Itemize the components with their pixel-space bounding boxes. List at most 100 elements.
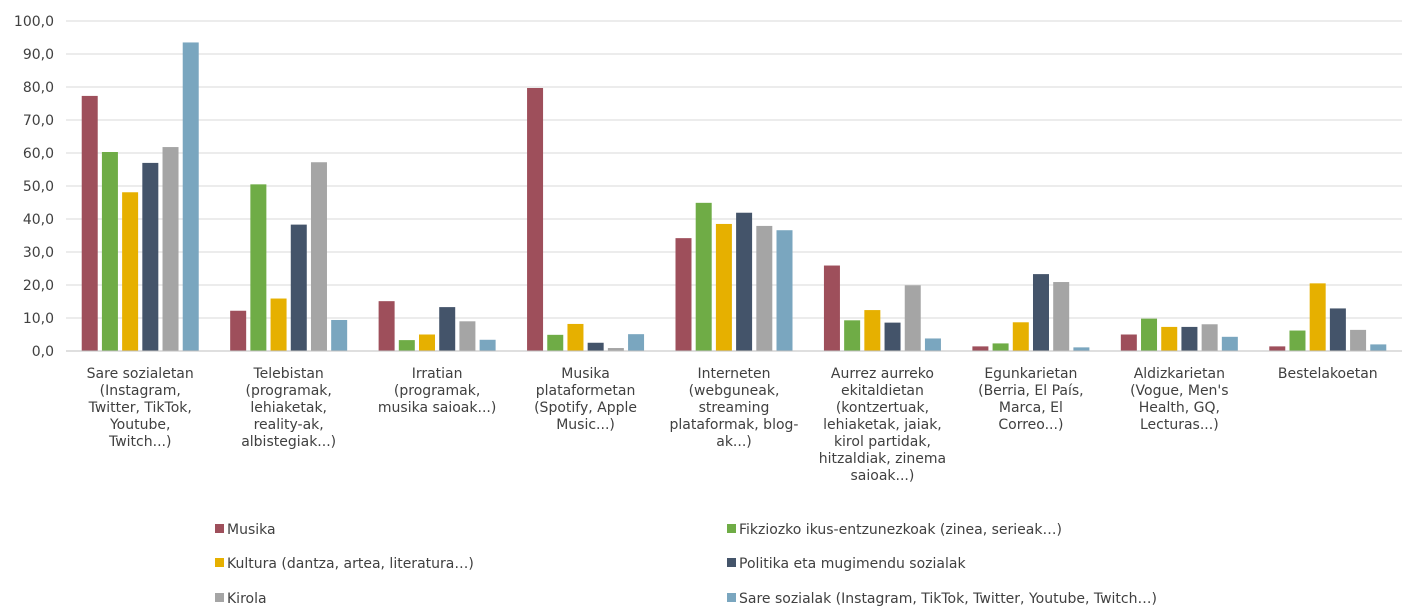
x-category-label-line: plataformetan: [536, 383, 636, 399]
legend-swatch: [727, 524, 736, 533]
bar-4-7: [1201, 324, 1218, 351]
bar-1-7: [1141, 318, 1158, 351]
x-category-label: Aurrez aurreko ekitaldietan (kontzertuak, l…: [819, 366, 946, 484]
x-category-label-line: ekitaldietan: [841, 383, 924, 399]
x-category-label-line: kirol partidak,: [834, 434, 931, 450]
bar-3-5: [884, 322, 901, 351]
x-category-label-line: (programak,: [245, 383, 331, 399]
x-category-label-line: hitzaldiak, zinema: [819, 451, 946, 467]
x-axis-category-labels: Sare sozialetan (Instagram, Twitter, TikTo…: [87, 366, 1378, 484]
legend-swatch: [215, 593, 224, 602]
y-tick-label: 30,0: [23, 245, 54, 261]
x-category-label-line: reality-ak,: [254, 417, 324, 433]
x-category-label-line: Bestelakoetan: [1278, 366, 1378, 382]
x-category-label: Irratian (programak, musika saioak...): [378, 366, 496, 416]
x-category-label-line: (kontzertuak,: [836, 400, 929, 416]
bar-3-7: [1181, 326, 1198, 351]
x-category-label-line: ak...): [716, 434, 752, 450]
bar-2-2: [419, 334, 436, 351]
x-category-label: Sare sozialetan (Instagram, Twitter, TikTo…: [87, 366, 194, 450]
x-category-label-line: (Berria, El País,: [978, 383, 1084, 399]
x-category-label-line: Egunkarietan: [984, 366, 1077, 382]
bar-1-5: [844, 320, 861, 351]
bar-2-3: [567, 323, 584, 351]
y-tick-label: 80,0: [23, 80, 54, 96]
bar-2-8: [1309, 283, 1326, 351]
x-category-label-line: Musika: [561, 366, 610, 382]
y-tick-label: 20,0: [23, 278, 54, 294]
bar-2-4: [715, 223, 732, 351]
x-category-label-line: plataformak, blog-: [670, 417, 799, 433]
legend-swatch: [215, 558, 224, 567]
x-category-label-line: Interneten: [697, 366, 770, 382]
bar-2-1: [270, 298, 287, 351]
bar-3-4: [736, 212, 753, 351]
x-category-label-line: Telebistan: [253, 366, 324, 382]
bar-1-8: [1289, 330, 1306, 351]
x-category-label-line: Twitter, TikTok,: [88, 400, 192, 416]
legend-label: Sare sozialak (Instagram, TikTok, Twitte…: [739, 591, 1157, 607]
bar-0-2: [378, 301, 395, 351]
bar-0-7: [1120, 334, 1137, 351]
bar-4-1: [310, 162, 327, 351]
bar-0-1: [230, 310, 247, 351]
bar-5-4: [776, 230, 793, 351]
x-category-label-line: Marca, El: [999, 400, 1063, 416]
bar-0-4: [675, 238, 692, 351]
bar-4-2: [459, 321, 476, 351]
y-tick-label: 10,0: [23, 311, 54, 327]
bar-5-7: [1221, 336, 1238, 351]
bar-3-0: [142, 162, 159, 351]
y-tick-label: 50,0: [23, 179, 54, 195]
x-category-label-line: (Instagram,: [100, 383, 181, 399]
bar-3-2: [439, 307, 456, 351]
bar-5-0: [182, 42, 199, 351]
x-category-label: Egunkarietan (Berria, El País, Marca, El Co…: [978, 366, 1084, 433]
legend-label: Musika: [227, 522, 276, 538]
bar-5-1: [331, 319, 348, 351]
x-category-label: Interneten (webguneak, streaming plataforma…: [670, 366, 799, 450]
bar-4-6: [1053, 282, 1070, 351]
x-category-label-line: musika saioak...): [378, 400, 496, 416]
x-category-label-line: saioak...): [851, 468, 915, 484]
y-tick-label: 100,0: [14, 14, 54, 30]
bar-0-5: [823, 265, 840, 351]
bars: [81, 42, 1387, 352]
bar-5-6: [1073, 347, 1090, 351]
bar-1-0: [101, 152, 118, 351]
x-category-label-line: Aldizkarietan: [1134, 366, 1225, 382]
x-category-label-line: Sare sozialetan: [87, 366, 194, 382]
legend: Musika Fikziozko ikus-entzunezkoak (zinea…: [215, 522, 1157, 607]
x-category-label-line: (programak,: [394, 383, 480, 399]
y-tick-label: 90,0: [23, 47, 54, 63]
bar-2-6: [1012, 322, 1029, 351]
bar-3-8: [1329, 308, 1346, 351]
x-category-label-line: Correo...): [998, 417, 1063, 433]
y-tick-label: 0,0: [32, 344, 54, 360]
bar-2-7: [1161, 326, 1178, 351]
x-category-label-line: lehiaketak, jaiak,: [823, 417, 942, 433]
x-category-label-line: Twitch...): [108, 434, 171, 450]
bar-1-3: [547, 334, 564, 351]
x-category-label-line: Health, GQ,: [1139, 400, 1220, 416]
bar-4-3: [607, 348, 624, 351]
bar-1-1: [250, 184, 267, 351]
y-tick-label: 70,0: [23, 113, 54, 129]
legend-label: Kultura (dantza, artea, literatura…): [227, 556, 474, 572]
x-category-label-line: Music...): [556, 417, 615, 433]
y-axis-tick-labels: 0,0 10,0 20,0 30,0 40,0 50,0 60,0 70,0 80,0 90,0 1…: [14, 14, 54, 360]
bar-5-8: [1370, 344, 1387, 351]
bar-4-4: [756, 225, 773, 351]
bar-1-2: [398, 340, 415, 351]
bar-4-0: [162, 147, 179, 351]
bar-4-5: [904, 285, 921, 351]
bar-3-3: [587, 342, 604, 351]
legend-label: Kirola: [227, 591, 267, 607]
legend-label: Politika eta mugimendu sozialak: [739, 556, 966, 572]
x-category-label-line: (webguneak,: [689, 383, 780, 399]
bar-3-1: [290, 224, 307, 351]
bar-0-8: [1269, 346, 1286, 351]
legend-swatch: [215, 524, 224, 533]
gridlines: [66, 20, 1402, 319]
